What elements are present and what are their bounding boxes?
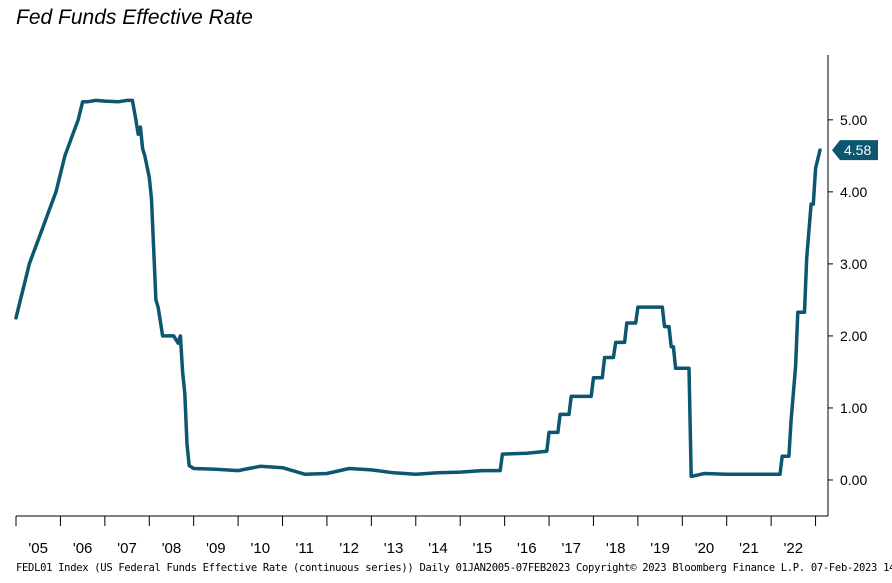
series-line <box>14 98 822 479</box>
y-tick-label: 4.00 <box>840 184 867 200</box>
x-tick-label: '16 <box>517 540 537 557</box>
x-tick-label: '18 <box>606 540 626 557</box>
x-tick-label: '10 <box>251 540 271 557</box>
x-tick-label: '20 <box>695 540 715 557</box>
x-tick-label: '13 <box>384 540 404 557</box>
x-ticks: '05 '06 '07 '08 '09 '10 '11 '12 '13 '14 '15 '16 '17 '… <box>15 516 817 557</box>
x-tick-label: '21 <box>739 540 759 557</box>
y-tick-label: 2.00 <box>840 328 867 344</box>
x-tick-label: '17 <box>561 540 581 557</box>
x-tick-label: '05 <box>28 540 48 557</box>
chart-title: Fed Funds Effective Rate <box>16 6 253 29</box>
y-tick-label: 3.00 <box>840 256 867 272</box>
y-ticks: 5.00 4.00 3.00 2.00 1.00 0.00 <box>828 112 867 488</box>
x-tick-label: '15 <box>473 540 493 557</box>
x-tick-label: '11 <box>296 540 314 557</box>
y-tick-label: 1.00 <box>840 400 867 416</box>
source-footer: FEDL01 Index (US Federal Funds Effective… <box>16 562 892 574</box>
x-tick-label: '06 <box>73 540 93 557</box>
x-tick-label: '07 <box>117 540 137 557</box>
x-tick-label: '22 <box>784 540 804 557</box>
x-tick-label: '08 <box>162 540 182 557</box>
last-value-label: 4.58 <box>844 142 871 158</box>
x-tick-label: '19 <box>650 540 670 557</box>
last-value-badge-shape <box>832 140 878 161</box>
last-value-badge: 4.58 <box>832 140 878 161</box>
y-tick-label: 5.00 <box>840 112 867 128</box>
x-tick-label: '12 <box>339 540 359 557</box>
y-tick-label: 0.00 <box>840 472 867 488</box>
x-tick-label: '14 <box>428 540 448 557</box>
x-tick-label: '09 <box>206 540 226 557</box>
